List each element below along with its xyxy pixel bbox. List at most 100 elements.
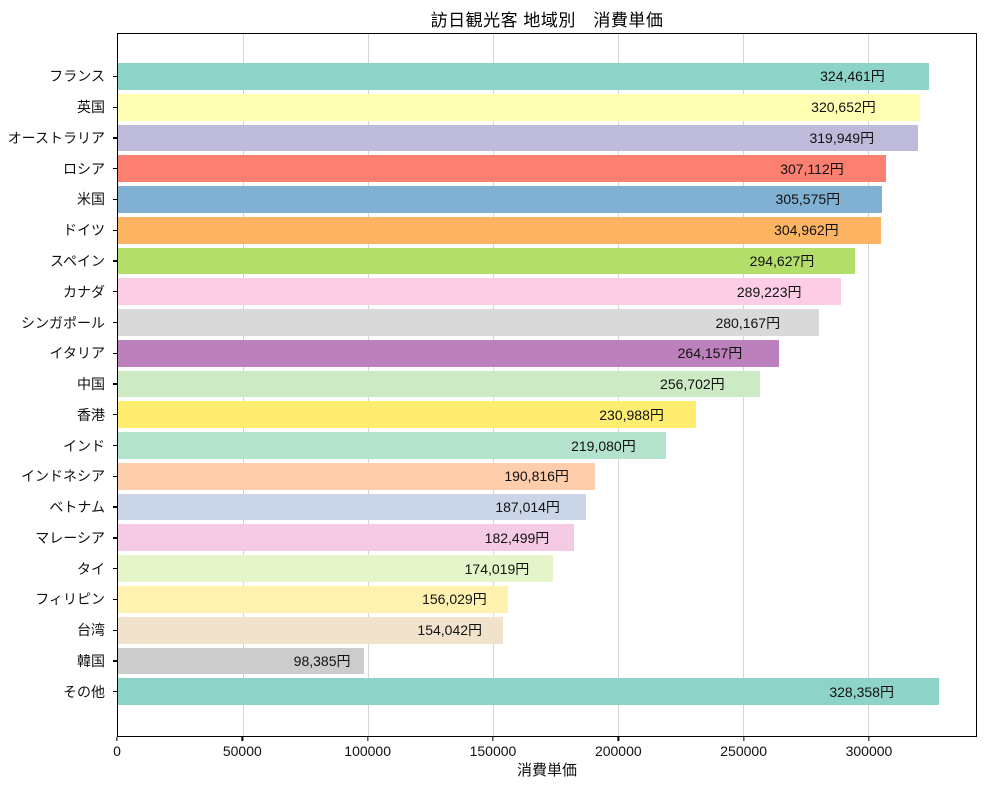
y-category-label: フランス <box>49 68 105 85</box>
bar-value-label: 190,816円 <box>504 468 569 485</box>
bar-row: 304,962円 <box>118 215 976 246</box>
bar-value-label: 156,029円 <box>422 591 487 608</box>
x-tick-label: 300000 <box>845 743 893 759</box>
bar-10: 256,702円 <box>118 370 760 398</box>
y-category-label: イタリア <box>49 345 105 362</box>
bar-6: 294,627円 <box>118 247 855 275</box>
bar-row: 154,042円 <box>118 615 976 646</box>
bar-value-label: 264,157円 <box>677 345 743 362</box>
bar-16: 174,019円 <box>118 555 554 583</box>
bar-value-label: 187,014円 <box>495 499 560 516</box>
y-category-label: インドネシア <box>21 468 105 485</box>
bar-row: 219,080円 <box>118 430 976 461</box>
y-category-row: スペイン <box>0 246 117 277</box>
y-category-label: スペイン <box>49 252 105 269</box>
bar-row: 174,019円 <box>118 553 976 584</box>
x-axis: 0 50000 100000 150000 200000 250000 300000 <box>113 737 977 779</box>
bar-18: 154,042円 <box>118 616 504 644</box>
bar-row: 324,461円 <box>118 61 976 92</box>
x-tick-label: 100000 <box>344 743 391 759</box>
bar-17: 156,029円 <box>118 586 509 613</box>
x-tick-mark <box>366 737 369 741</box>
bar-row: 256,702円 <box>118 369 976 400</box>
y-axis-category-labels: フランス 英国 オーストラリア ロシア 米国 ドイツ スペイン カナダ シンガポール イタリア 中国… <box>0 61 117 707</box>
bar-row: 307,112円 <box>118 153 976 184</box>
bar-value-label: 307,112円 <box>780 160 844 177</box>
y-tick-mark <box>113 352 117 354</box>
y-category-row: 韓国 <box>0 646 117 677</box>
y-category-label: 韓国 <box>77 652 105 669</box>
y-tick-mark <box>113 598 117 601</box>
y-tick-mark <box>113 567 117 570</box>
y-category-row: フランス <box>0 61 117 92</box>
y-category-label: タイ <box>77 560 105 577</box>
bar-7: 289,223円 <box>118 278 842 306</box>
bar-value-label: 319,949円 <box>809 129 875 146</box>
y-category-row: ベトナム <box>0 492 117 523</box>
y-category-label: インド <box>63 437 105 454</box>
bar-8: 280,167円 <box>118 309 819 336</box>
x-tick-label: 50000 <box>222 743 262 759</box>
bar-series: 324,461円 320,652円 319,949円 307,112円 305,575円… <box>118 61 976 707</box>
gridline <box>868 34 870 736</box>
bar-value-label: 98,385円 <box>293 652 351 669</box>
bar-row: 156,029円 <box>118 584 976 615</box>
bar-row: 187,014円 <box>118 492 976 523</box>
y-tick-mark <box>113 75 117 78</box>
y-tick-mark <box>113 414 117 416</box>
y-category-row: インドネシア <box>0 461 117 492</box>
bar-13: 190,816円 <box>118 462 596 490</box>
bar-value-label: 219,080円 <box>571 437 636 454</box>
y-category-row: 香港 <box>0 399 117 430</box>
y-category-row: 英国 <box>0 92 117 123</box>
y-category-label: 香港 <box>77 406 105 423</box>
y-category-row: その他 <box>0 676 117 707</box>
y-category-row: 台湾 <box>0 615 117 646</box>
x-axis-title: 消費単価 <box>516 762 577 779</box>
bar-row: 230,988円 <box>118 399 976 430</box>
bar-12: 219,080円 <box>118 432 666 459</box>
x-tick-mark <box>868 737 870 741</box>
x-tick-mark <box>116 737 118 741</box>
y-category-label: 米国 <box>77 191 105 208</box>
y-tick-mark <box>113 198 117 201</box>
bar-value-label: 256,702円 <box>660 376 725 393</box>
bar-9: 264,157円 <box>118 339 779 367</box>
y-category-row: ドイツ <box>0 215 117 246</box>
y-category-row: オーストラリア <box>0 123 117 154</box>
y-category-row: タイ <box>0 553 117 584</box>
bar-row: 190,816円 <box>118 461 976 492</box>
y-category-label: カナダ <box>63 283 105 300</box>
bar-row: 182,499円 <box>118 522 976 553</box>
y-tick-mark <box>113 537 117 539</box>
y-tick-mark <box>113 383 117 385</box>
bar-0: 324,461円 <box>118 63 930 90</box>
y-category-row: カナダ <box>0 276 117 307</box>
bar-value-label: 304,962円 <box>774 222 839 239</box>
bar-value-label: 154,042円 <box>417 622 483 639</box>
y-tick-mark <box>113 321 117 324</box>
y-tick-mark <box>113 137 117 139</box>
bar-value-label: 294,627円 <box>749 252 815 269</box>
bar-value-label: 182,499円 <box>484 529 550 546</box>
y-tick-mark <box>113 291 117 293</box>
bar-row: 319,949円 <box>118 123 976 154</box>
x-tick-mark <box>742 737 745 741</box>
y-tick-mark <box>113 444 117 447</box>
y-tick-mark <box>113 660 117 662</box>
y-tick-mark <box>113 506 117 508</box>
bar-row: 289,223円 <box>118 276 976 307</box>
y-category-label: フィリピン <box>35 591 105 608</box>
y-category-row: 米国 <box>0 184 117 215</box>
y-category-label: オーストラリア <box>7 129 105 146</box>
bar-value-label: 324,461円 <box>820 68 885 85</box>
y-category-label: シンガポール <box>21 314 105 331</box>
bar-value-label: 289,223円 <box>736 283 802 300</box>
bar-row: 98,385円 <box>118 646 976 677</box>
y-category-label: 英国 <box>77 99 105 116</box>
y-category-label: 台湾 <box>77 622 105 639</box>
bar-3: 307,112円 <box>118 155 886 183</box>
y-category-row: インド <box>0 430 117 461</box>
x-tick-mark <box>241 737 243 741</box>
